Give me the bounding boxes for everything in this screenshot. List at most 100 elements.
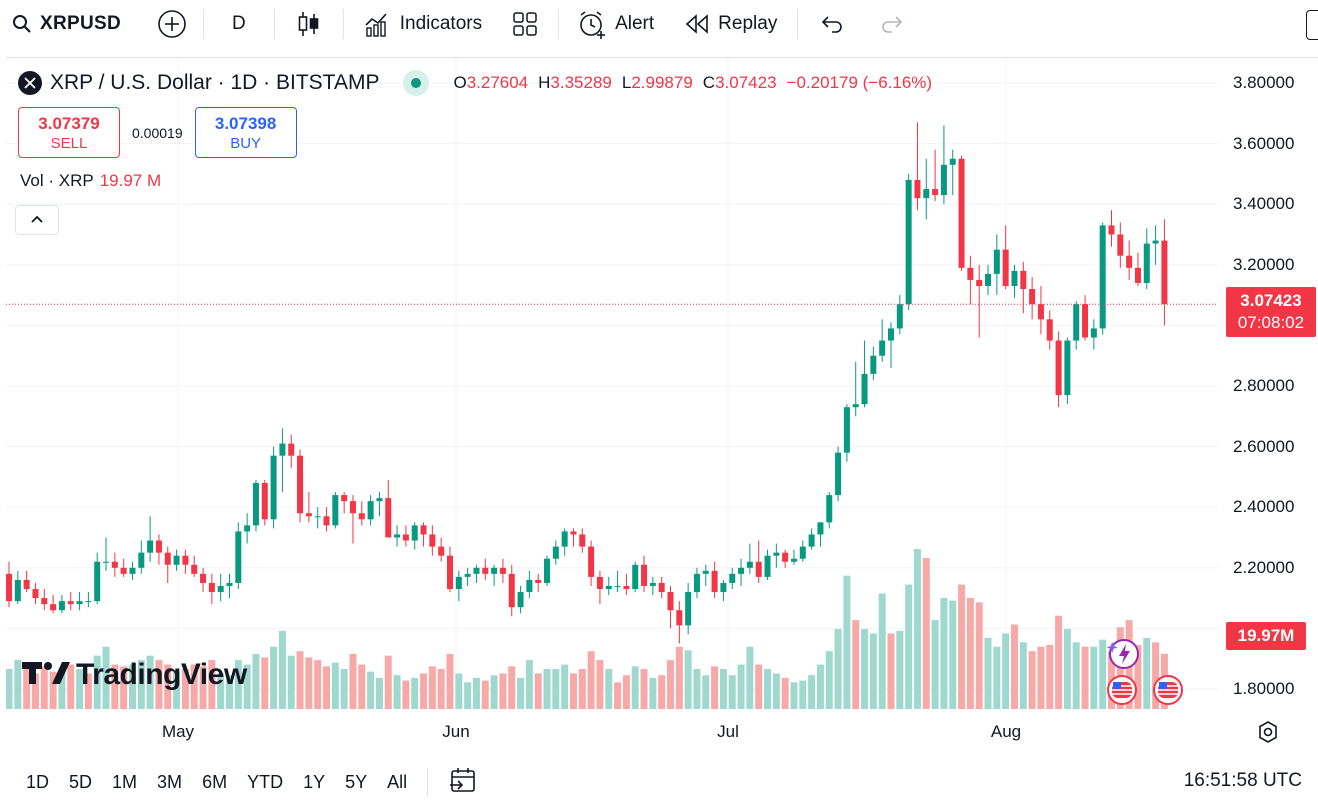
replay-button[interactable]: Replay [670, 0, 797, 48]
us-flag-event-icon[interactable] [1153, 675, 1183, 705]
candle [843, 404, 850, 462]
volume-bar [199, 666, 207, 709]
indicators-label: Indicators [399, 13, 483, 34]
volume-bar [852, 620, 860, 709]
indicators-button[interactable]: Indicators [344, 0, 496, 48]
range-all-button[interactable]: All [387, 771, 408, 792]
tradingview-wordmark: TradingView [76, 658, 247, 691]
volume-bar [84, 673, 92, 709]
utc-clock[interactable]: 16:51:58 UTC [1183, 770, 1302, 791]
open-value: 3.27604 [466, 73, 529, 92]
volume-bar [499, 673, 507, 709]
volume-bar [534, 673, 542, 709]
symbol-title[interactable]: XRP / U.S. Dollar · 1D · BITSTAMP [50, 71, 380, 94]
range-5y-button[interactable]: 5Y [345, 771, 368, 792]
high-value: 3.35289 [550, 73, 612, 92]
candle [1037, 286, 1044, 335]
volume-bar [861, 629, 869, 709]
candle [949, 149, 956, 196]
interval-button[interactable]: D [204, 0, 274, 48]
volume-bar [76, 669, 84, 709]
range-3m-button[interactable]: 3M [157, 771, 183, 792]
volume-bar [270, 646, 278, 709]
range-5d-button[interactable]: 5D [69, 771, 93, 792]
volume-bar [940, 597, 948, 709]
candle [332, 492, 339, 529]
close-key: C [702, 73, 716, 92]
volume-legend[interactable]: Vol · XRP 19.97 M [20, 171, 161, 191]
candle [1082, 295, 1089, 341]
volume-bar [693, 669, 701, 709]
volume-bar [217, 673, 225, 709]
candle [755, 540, 762, 583]
candle [1055, 331, 1062, 408]
range-1m-button[interactable]: 1M [112, 771, 138, 792]
price-scale[interactable]: 3.07423 07:08:02 19.97M 3.80000 3.60000 3.… [1218, 58, 1318, 710]
price-scale-label: 2.40000 [1233, 497, 1295, 517]
volume-bar [675, 646, 683, 709]
volume-bar [1143, 637, 1151, 709]
open-key: O [453, 73, 467, 92]
collapse-legend-button[interactable] [15, 205, 59, 235]
ai-event-icon[interactable] [1106, 639, 1139, 669]
redo-button[interactable] [862, 0, 922, 48]
candle [896, 295, 903, 335]
candle [1152, 225, 1159, 265]
alert-button[interactable]: Alert [559, 0, 670, 48]
tradingview-watermark[interactable]: TradingView [22, 658, 247, 692]
candle [508, 564, 515, 617]
volume-bar [472, 677, 480, 709]
volume-bar [226, 675, 233, 709]
candle [279, 428, 286, 493]
candle [235, 522, 242, 590]
candle [1090, 319, 1097, 350]
alarm-clock-icon [577, 9, 607, 39]
symbol-search-button[interactable]: XRPUSD [0, 0, 133, 48]
candle [499, 558, 506, 583]
range-6m-button[interactable]: 6M [202, 771, 228, 792]
volume-bar [120, 666, 128, 709]
range-ytd-button[interactable]: YTD [247, 771, 284, 792]
bar-countdown: 07:08:02 [1237, 313, 1305, 333]
candle [297, 449, 304, 523]
candle [799, 540, 806, 562]
volume-bar [137, 660, 145, 709]
candle [588, 540, 595, 586]
replay-label: Replay [718, 13, 778, 34]
candle [702, 564, 709, 586]
candle [1073, 301, 1080, 350]
volume-bar [905, 584, 913, 709]
candle [1029, 276, 1036, 320]
ohlc-values: O 3.27604 H 3.35289 L 2.99879 C 3.07423 −0.2… [453, 73, 942, 93]
chart-type-button[interactable] [275, 0, 343, 48]
us-flag-event-icon[interactable] [1107, 675, 1137, 705]
volume-bar [6, 669, 13, 709]
volume-bar [816, 664, 824, 709]
price-scale-label: 3.60000 [1233, 133, 1295, 153]
range-1y-button[interactable]: 1Y [303, 771, 326, 792]
undo-button[interactable] [798, 0, 862, 48]
volume-bar [931, 620, 939, 709]
sell-button[interactable]: 3.07379 SELL [18, 107, 120, 158]
candle [676, 601, 683, 644]
volume-bar [808, 675, 816, 709]
compare-symbol-button[interactable] [133, 0, 203, 48]
buy-button[interactable]: 3.07398 BUY [194, 107, 297, 158]
candle [252, 479, 259, 532]
chart-pane[interactable]: XRP / U.S. Dollar · 1D · BITSTAMP O 3.276… [6, 58, 1218, 710]
chart-frame: XRP / U.S. Dollar · 1D · BITSTAMP O 3.276… [6, 57, 1318, 757]
candle [641, 555, 648, 593]
candle [447, 546, 453, 593]
layouts-button[interactable] [496, 0, 558, 48]
candle [552, 540, 559, 565]
candle [6, 561, 12, 608]
range-1d-button[interactable]: 1D [26, 771, 50, 792]
time-scale[interactable]: May Jun Jul Aug [6, 710, 1218, 754]
market-status-icon[interactable] [403, 70, 430, 96]
volume-bar [420, 673, 428, 709]
volume-bar [252, 653, 260, 709]
volume-bar [1099, 639, 1107, 709]
chart-settings-button[interactable] [1256, 720, 1280, 749]
goto-date-button[interactable] [438, 766, 488, 799]
volume-bar [261, 657, 269, 709]
